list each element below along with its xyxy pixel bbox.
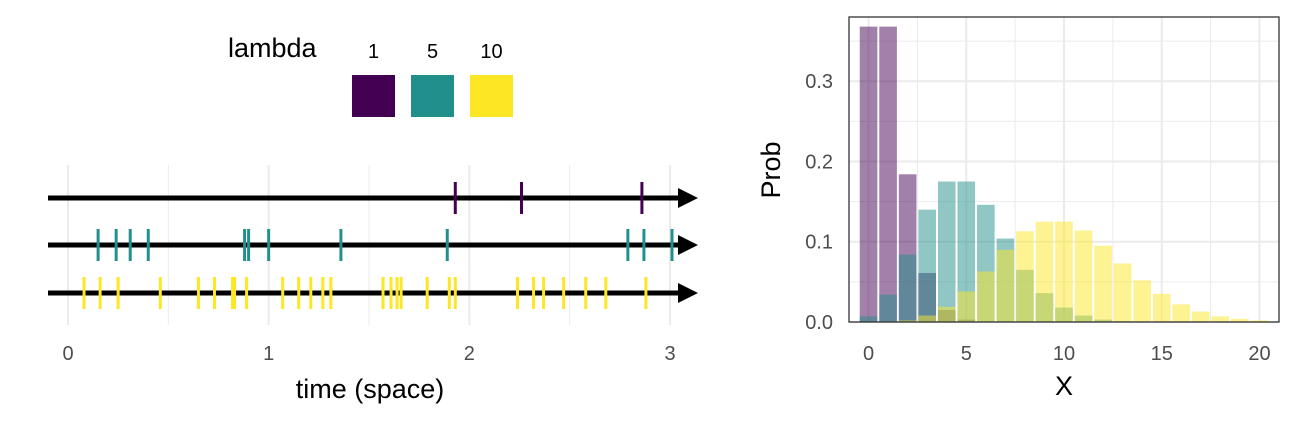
histogram-bar xyxy=(1035,221,1054,322)
histogram-bar xyxy=(918,209,936,322)
timeline-arrowhead xyxy=(678,188,698,208)
legend-title: lambda xyxy=(228,33,318,63)
histogram-bars xyxy=(859,26,1269,322)
histogram-bar xyxy=(1211,316,1230,322)
histogram-bar xyxy=(879,294,897,322)
histogram-bar xyxy=(898,320,917,322)
legend-key-swatch xyxy=(352,75,395,117)
timeline-x-tick-label: 0 xyxy=(62,343,73,365)
histogram-bar xyxy=(918,315,936,322)
legend-key-label: 10 xyxy=(480,41,502,63)
legend-key-label: 1 xyxy=(368,41,379,63)
legend-key-label: 5 xyxy=(427,41,438,63)
histogram-bar xyxy=(977,271,995,322)
histogram-x-tick-labels: 0 5 10 15 20 xyxy=(863,343,1271,365)
histogram-bar xyxy=(996,249,1015,322)
histogram-chart: 0 5 10 15 20 0.0 0.1 0.2 0.3 X Prob xyxy=(756,16,1280,401)
histogram-x-tick-label: 0 xyxy=(863,343,874,365)
histogram-bar xyxy=(937,181,956,322)
histogram-x-tick-label: 5 xyxy=(961,343,972,365)
legend-key-swatch xyxy=(470,75,513,117)
histogram-bar xyxy=(1231,318,1249,322)
histogram-bar xyxy=(1172,304,1191,322)
histogram-bar xyxy=(1113,263,1132,322)
histogram-bar xyxy=(1055,221,1073,322)
histogram-bar xyxy=(859,26,878,322)
legend: lambda 1 5 10 xyxy=(228,33,513,117)
histogram-bar xyxy=(937,306,956,322)
timeline-arrowhead xyxy=(678,283,698,303)
histogram-bar xyxy=(1133,280,1151,322)
timeline-arrows xyxy=(48,188,698,303)
histogram-bar xyxy=(957,181,976,322)
histogram-bar xyxy=(859,316,878,322)
timeline-events xyxy=(82,182,674,309)
histogram-bar xyxy=(898,254,917,322)
timeline-x-tick-label: 3 xyxy=(664,343,675,365)
histogram-x-tick-label: 15 xyxy=(1151,343,1173,365)
timeline-arrowhead xyxy=(678,235,698,255)
timeline-x-tick-label: 1 xyxy=(263,343,274,365)
histogram-bar xyxy=(1016,231,1034,322)
timeline-x-axis-title: time (space) xyxy=(296,374,445,404)
histogram-y-tick-label: 0.3 xyxy=(805,71,833,93)
timeline-x-tick-labels: 0 1 2 3 xyxy=(62,343,675,365)
histogram-y-tick-label: 0.2 xyxy=(805,151,833,173)
histogram-bar xyxy=(879,26,897,322)
histogram-y-tick-label: 0.0 xyxy=(805,312,833,334)
timeline-chart: 0 1 2 3 time (space) lambda 1 5 10 xyxy=(48,33,698,404)
histogram-panel-border xyxy=(848,16,1280,323)
histogram-x-axis-title: X xyxy=(1055,371,1073,401)
histogram-bar xyxy=(957,291,976,322)
histogram-bar xyxy=(1094,245,1112,322)
timeline-x-tick-label: 2 xyxy=(464,343,475,365)
histogram-y-axis-title: Prob xyxy=(756,141,786,198)
histogram-bar xyxy=(1152,293,1171,322)
histogram-bar xyxy=(1074,230,1093,322)
histogram-y-tick-labels: 0.0 0.1 0.2 0.3 xyxy=(805,71,833,334)
histogram-bar xyxy=(1192,311,1210,322)
histogram-x-tick-label: 10 xyxy=(1053,343,1075,365)
histogram-x-tick-label: 20 xyxy=(1248,343,1270,365)
histogram-bar xyxy=(1250,320,1269,322)
histogram-y-tick-label: 0.1 xyxy=(805,232,833,254)
legend-key-swatch xyxy=(411,75,454,117)
